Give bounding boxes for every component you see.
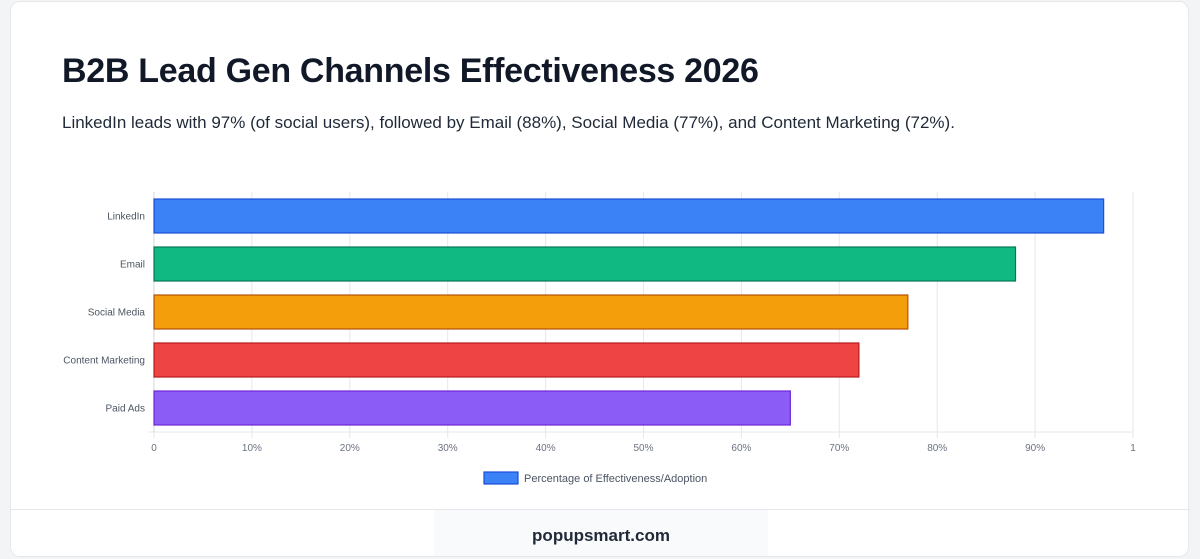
x-tick-label: 0: [151, 443, 157, 454]
legend: Percentage of Effectiveness/Adoption: [483, 471, 707, 485]
x-tick-label: 20%: [340, 443, 360, 454]
x-tick-label: 40%: [536, 443, 556, 454]
x-tick-label: 90%: [1025, 443, 1045, 454]
x-tick-label: 70%: [829, 443, 849, 454]
y-label-social-media: Social Media: [88, 308, 146, 319]
legend-swatch: [483, 471, 519, 485]
y-axis-labels: LinkedIn Email Social Media Content Marketi…: [63, 212, 145, 415]
x-tick-label: 60%: [731, 443, 751, 454]
x-tick-label: 80%: [927, 443, 947, 454]
legend-label: Percentage of Effectiveness/Adoption: [524, 473, 707, 485]
x-tick-label: 50%: [633, 443, 653, 454]
y-label-paid-ads: Paid Ads: [106, 404, 145, 415]
chart-subtitle: LinkedIn leads with 97% (of social users…: [62, 113, 955, 132]
bar-chart: 0 10% 20% 30% 40% 50% 60% 70% 80% 90% 1 LinkedIn Em…: [63, 192, 1136, 485]
footer-brand[interactable]: popupsmart.com: [532, 526, 670, 545]
bar-linkedin: [153, 198, 1105, 234]
y-label-linkedin: LinkedIn: [107, 212, 145, 223]
bar-email: [153, 246, 1017, 282]
y-label-email: Email: [120, 260, 145, 271]
footer-brand-pill: popupsmart.com: [434, 510, 768, 556]
footer: popupsmart.com: [11, 509, 1188, 556]
x-tick-label: 30%: [438, 443, 458, 454]
chart-card: B2B Lead Gen Channels Effectiveness 2026…: [10, 1, 1189, 557]
bar-paid-ads: [153, 390, 791, 426]
x-tick-label: 1: [1130, 443, 1136, 454]
y-label-content-marketing: Content Marketing: [63, 356, 145, 367]
bar-social-media: [153, 294, 909, 330]
chart-title: B2B Lead Gen Channels Effectiveness 2026: [62, 52, 759, 90]
x-tick-label: 10%: [242, 443, 262, 454]
bars: [153, 198, 1105, 426]
x-axis-ticks: 0 10% 20% 30% 40% 50% 60% 70% 80% 90% 1: [151, 443, 1136, 454]
bar-content-marketing: [153, 342, 860, 378]
